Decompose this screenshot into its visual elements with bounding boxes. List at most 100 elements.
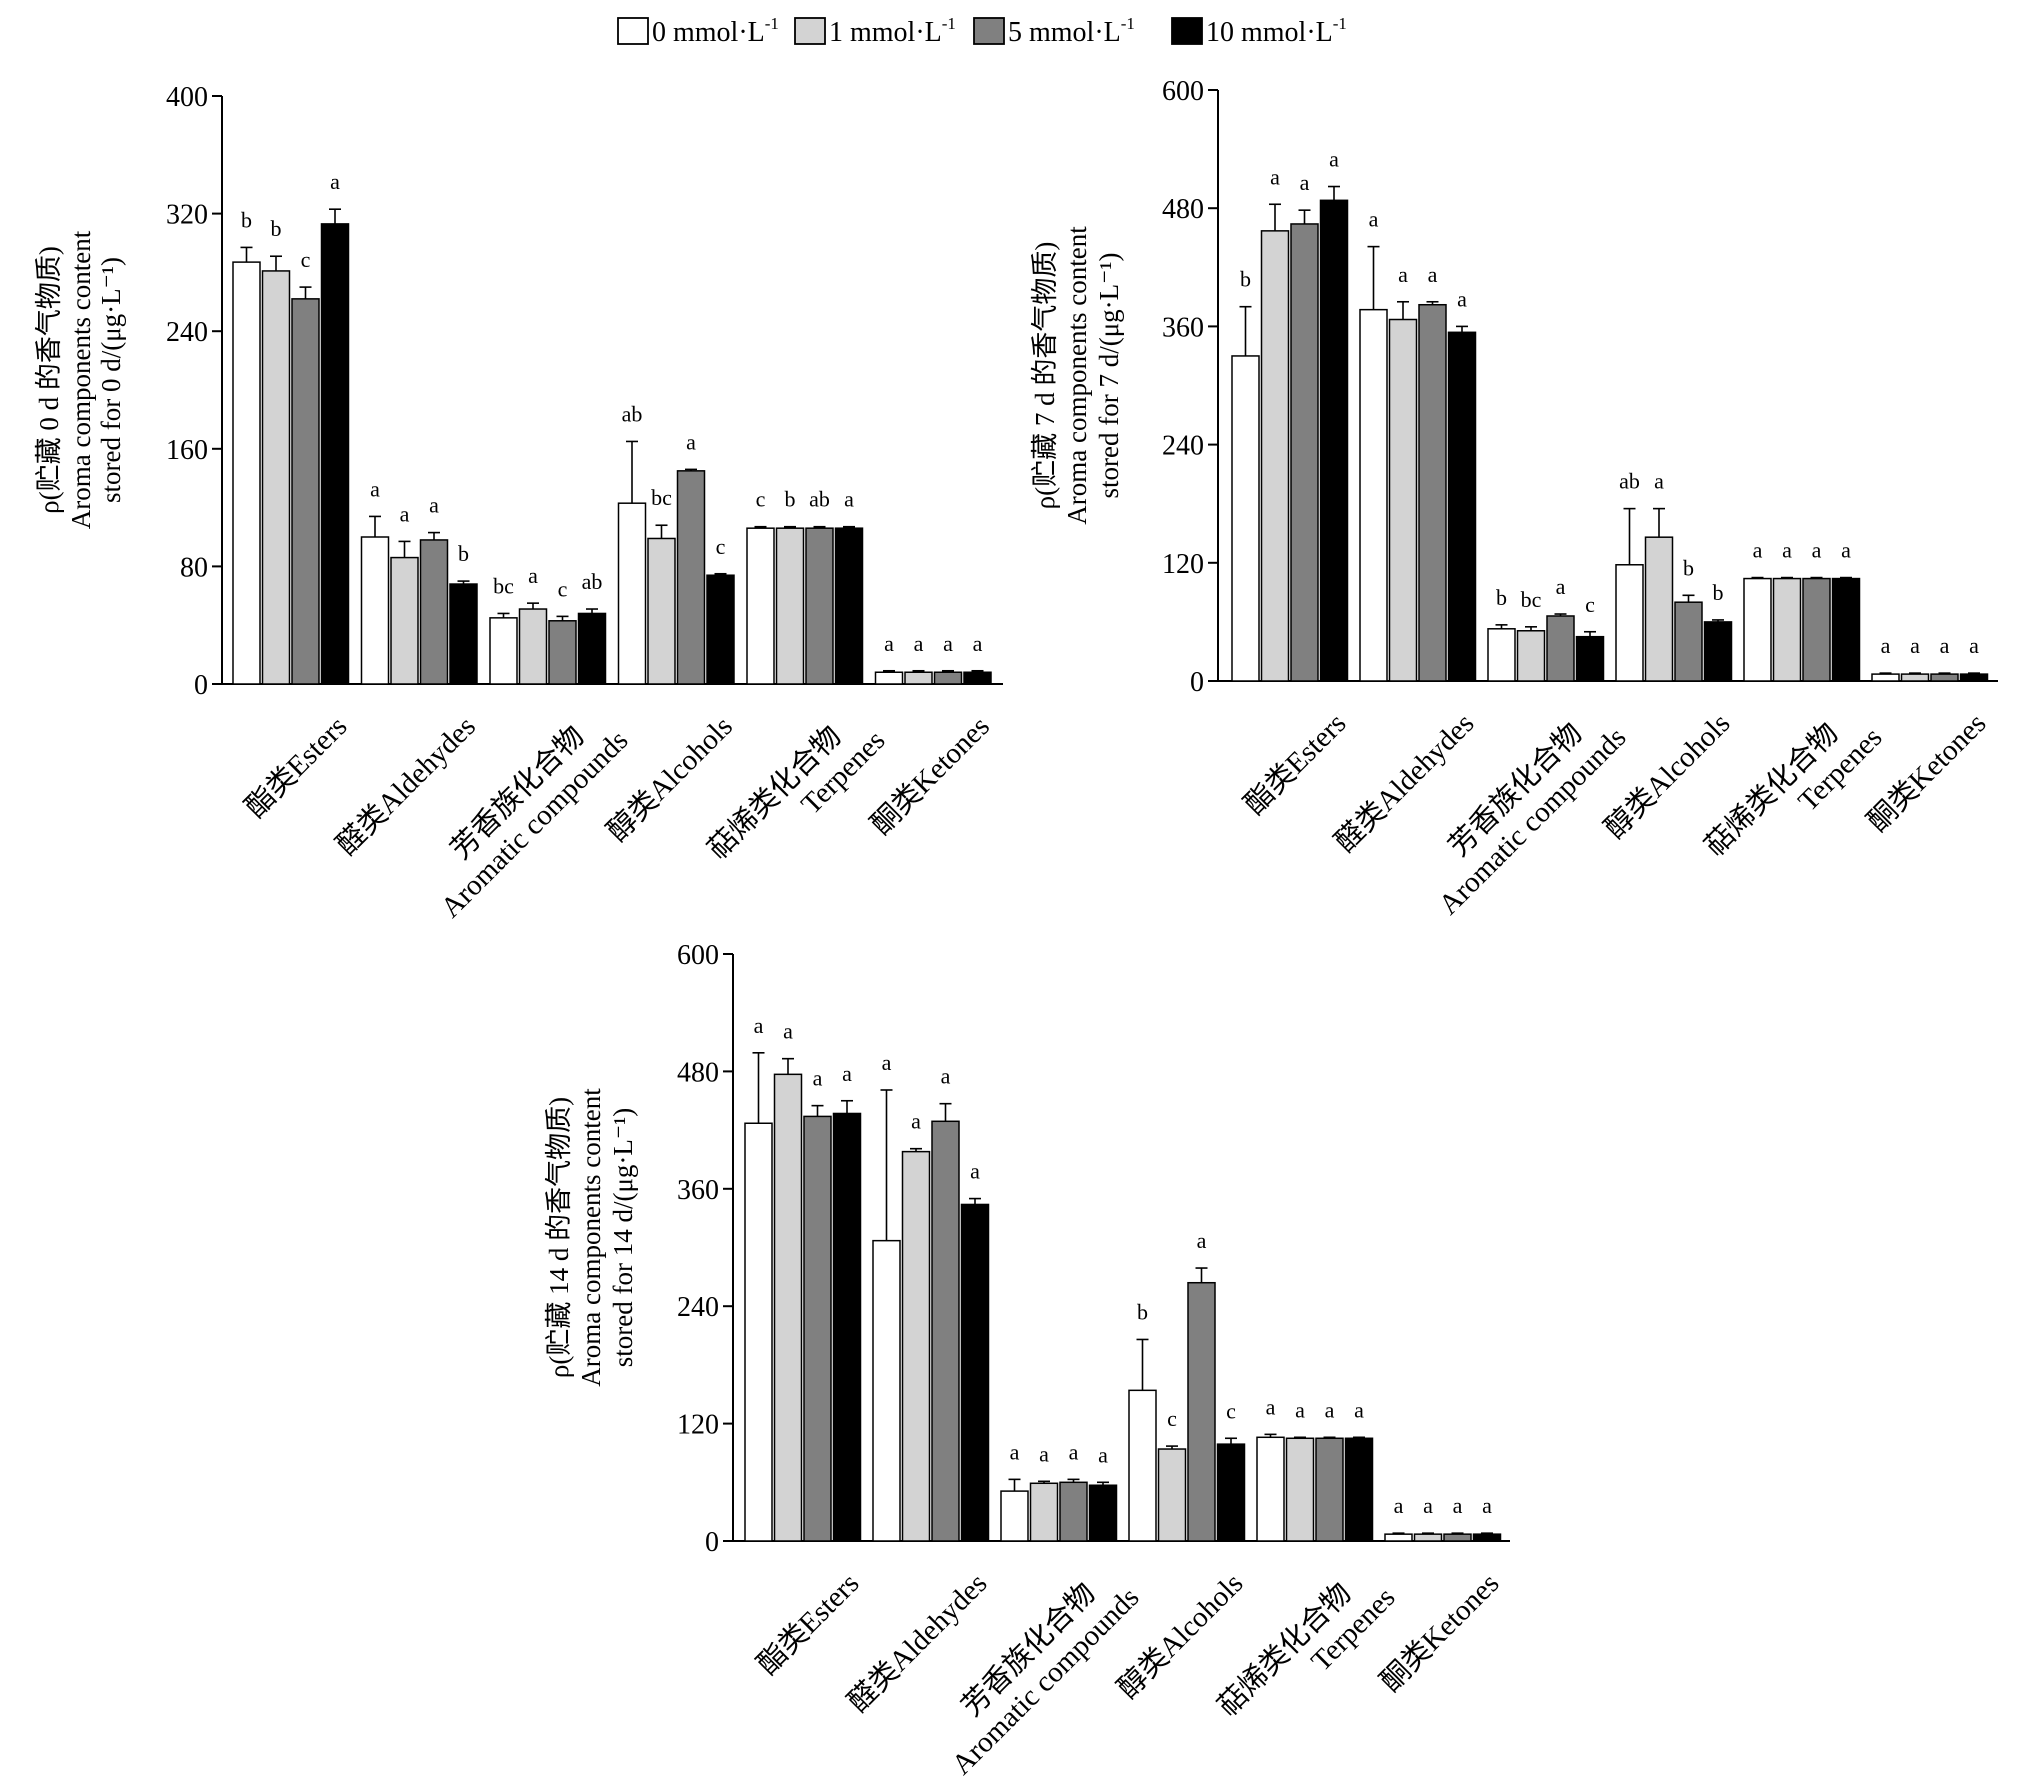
- bar: [1443, 1533, 1472, 1542]
- significance-label: a: [1457, 286, 1467, 311]
- category-label: 酮类Ketones: [864, 710, 996, 842]
- significance-label: c: [1226, 1398, 1236, 1423]
- bar: [834, 527, 864, 685]
- significance-label: a: [941, 1064, 951, 1089]
- bar: [1930, 673, 1959, 682]
- category-label: 酯类Esters: [1238, 707, 1352, 821]
- bar: [1743, 577, 1772, 682]
- y-tick-label: 240: [166, 317, 208, 348]
- legend-label-main: 0 mmol·L: [652, 17, 765, 48]
- bar: [1384, 1533, 1413, 1542]
- y-tick-label: 600: [1162, 76, 1204, 107]
- significance-label: a: [1910, 633, 1920, 658]
- bar: [1900, 673, 1930, 682]
- significance-label: a: [1266, 1394, 1276, 1419]
- significance-label: a: [1398, 262, 1408, 287]
- bar: [1472, 1533, 1502, 1542]
- significance-label: bc: [651, 485, 672, 510]
- significance-label: b: [271, 216, 282, 241]
- significance-label: ab: [622, 401, 643, 426]
- significance-label: a: [1423, 1493, 1433, 1518]
- category-label: 酯类Esters: [239, 710, 353, 824]
- significance-label: c: [1585, 592, 1595, 617]
- significance-label: a: [882, 1050, 892, 1075]
- bar: [419, 539, 449, 685]
- significance-label: a: [1812, 538, 1822, 563]
- y-tick-label: 320: [166, 200, 208, 231]
- bar: [1674, 601, 1703, 682]
- significance-label: a: [1010, 1439, 1020, 1464]
- bar: [1315, 1437, 1344, 1542]
- category-label: 酮类Ketones: [1374, 1567, 1506, 1699]
- bar: [1319, 199, 1349, 682]
- significance-label: b: [785, 487, 796, 512]
- bar: [1615, 564, 1644, 682]
- y-axis-label: Aroma components content: [576, 1088, 606, 1387]
- bar: [1802, 577, 1831, 682]
- bar: [746, 527, 775, 685]
- bar: [706, 574, 735, 685]
- bar: [1413, 1533, 1443, 1542]
- bar: [1831, 577, 1861, 682]
- significance-label: a: [970, 1159, 980, 1184]
- bar: [1029, 1482, 1059, 1542]
- bar: [1871, 673, 1900, 682]
- significance-label: a: [943, 631, 953, 656]
- bar: [360, 536, 390, 685]
- significance-label: a: [1039, 1441, 1049, 1466]
- y-tick-label: 480: [1162, 194, 1204, 225]
- bar: [1000, 1490, 1029, 1542]
- y-axis-label: stored for 7 d/(μg·L⁻¹): [1094, 252, 1124, 498]
- bar: [1231, 355, 1260, 682]
- bar: [744, 1122, 773, 1542]
- significance-label: a: [1329, 147, 1339, 172]
- significance-label: a: [1556, 574, 1566, 599]
- significance-label: a: [1354, 1397, 1364, 1422]
- bar: [291, 298, 320, 685]
- significance-label: b: [1683, 555, 1694, 580]
- significance-label: a: [400, 501, 410, 526]
- y-axis-label: stored for 14 d/(μg·L⁻¹): [608, 1108, 638, 1368]
- bar: [963, 671, 992, 685]
- y-axis-label: Aroma components content: [1062, 226, 1092, 525]
- bar: [1418, 303, 1447, 682]
- chart-storage-0d: 0 80 160 240 320 400 ρ(贮藏 0 d 的香气物质) Aroma comp…: [34, 82, 1003, 924]
- significance-label: c: [756, 487, 766, 512]
- bar: [647, 537, 676, 685]
- bar: [548, 620, 577, 685]
- bar: [676, 470, 706, 685]
- bar: [617, 502, 647, 685]
- bar: [960, 1203, 990, 1542]
- bar: [832, 1112, 862, 1542]
- bar: [1772, 577, 1802, 682]
- significance-label: a: [1881, 633, 1891, 658]
- significance-label: a: [1940, 633, 1950, 658]
- bar: [775, 527, 805, 685]
- significance-label: a: [429, 493, 439, 518]
- significance-label: a: [884, 631, 894, 656]
- significance-label: b: [1496, 585, 1507, 610]
- bar: [1388, 318, 1418, 682]
- legend-label-main: 5 mmol·L: [1008, 17, 1121, 48]
- bar: [933, 671, 963, 685]
- significance-label: b: [1713, 580, 1724, 605]
- significance-label: b: [1240, 267, 1251, 292]
- bar: [1256, 1436, 1285, 1542]
- bar: [390, 556, 419, 685]
- significance-label: a: [330, 169, 340, 194]
- bar: [773, 1073, 803, 1542]
- significance-label: a: [783, 1019, 793, 1044]
- significance-label: b: [1137, 1299, 1148, 1324]
- significance-label: c: [716, 534, 726, 559]
- significance-label: a: [844, 487, 854, 512]
- legend-swatch: [973, 17, 1005, 45]
- bar: [1088, 1484, 1118, 1542]
- significance-label: a: [842, 1061, 852, 1086]
- significance-label: c: [301, 247, 311, 272]
- significance-label: a: [1098, 1442, 1108, 1467]
- significance-label: a: [911, 1109, 921, 1134]
- significance-label: a: [973, 631, 983, 656]
- y-tick-label: 600: [677, 940, 719, 971]
- legend-label-sup: -1: [1333, 14, 1347, 33]
- bar: [803, 1115, 832, 1542]
